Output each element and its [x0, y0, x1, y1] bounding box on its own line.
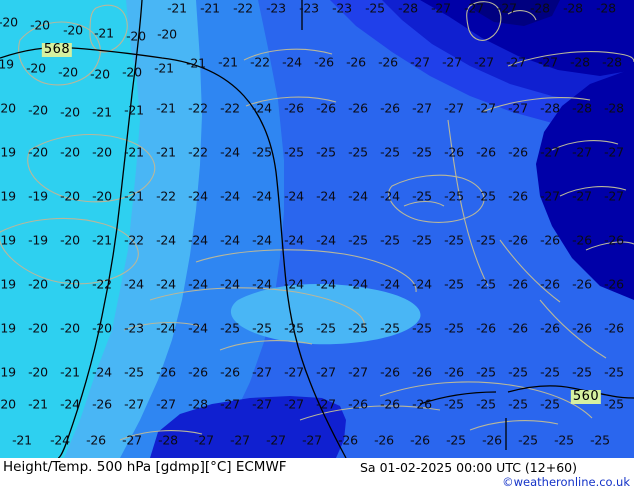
isohypse-layer [0, 0, 634, 458]
height-contour-label: 568 [41, 42, 73, 57]
copyright-credit: ©weatheronline.co.uk [502, 475, 630, 489]
isohypse-560-west [419, 391, 497, 405]
chart-title: Height/Temp. 500 hPa [gdmp][°C] ECMWF [3, 459, 287, 475]
isohypse-left [57, 0, 143, 458]
fill-notch-navy [470, 0, 560, 26]
fill-blob-dark-navy [150, 396, 346, 458]
fill-band-navy [420, 0, 634, 76]
valid-time-stamp: Sa 01-02-2025 00:00 UTC (12+60) [360, 460, 577, 475]
fill-wedge-cyan [0, 0, 136, 458]
map-canvas[interactable]: 568 560 -20 -20 -20 -21 -20 -20 -21 -21 -22 -23 -23… [0, 0, 634, 458]
footer-bar: Height/Temp. 500 hPa [gdmp][°C] ECMWF Sa… [0, 458, 634, 490]
fill-navy-tongue [536, 68, 634, 300]
coastline-layer [0, 1, 634, 441]
map-layers [0, 0, 634, 458]
isohypse-568 [0, 46, 347, 458]
height-contour-label: 560 [570, 389, 602, 404]
fill-pocket-light-blue [230, 284, 421, 345]
